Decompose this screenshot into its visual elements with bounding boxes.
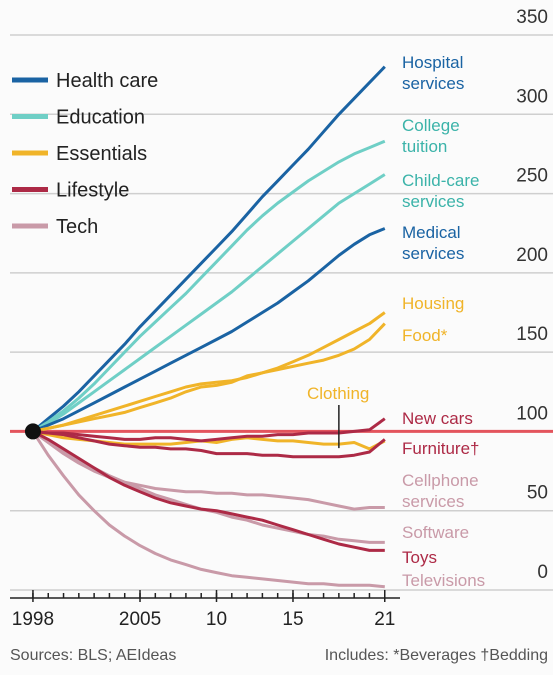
series-line <box>32 430 385 511</box>
y-tick-label: 250 <box>516 166 548 187</box>
source: Sources: BLS; AEIdeas <box>10 647 176 664</box>
series-label: Child-care services <box>402 171 480 211</box>
series-line <box>32 139 386 433</box>
series-label: Housing <box>402 294 465 313</box>
note: Includes: *Beverages †Bedding <box>325 647 548 664</box>
series-label: Toys <box>402 548 437 567</box>
legend-label: Health care <box>56 70 158 92</box>
series-label: Televisions <box>402 571 486 590</box>
series-line <box>32 173 386 433</box>
series-line <box>32 430 385 544</box>
series-line <box>32 429 386 459</box>
series-line <box>32 322 386 433</box>
series-label: Medical services <box>402 223 465 263</box>
y-tick-label: 100 <box>516 403 548 424</box>
series-label: New cars <box>402 409 473 428</box>
y-tick-label: 0 <box>537 562 548 583</box>
series-label: Software <box>402 523 470 542</box>
series-label: College tuition <box>402 116 460 156</box>
series-label: Hospital services <box>402 53 465 93</box>
x-tick-label: 15 <box>282 609 303 630</box>
x-tick-label: 10 <box>206 609 227 630</box>
series-label: Cellphone services <box>402 471 479 511</box>
x-tick-label: 2005 <box>119 609 161 630</box>
series-line <box>32 417 386 443</box>
legend-label: Education <box>56 107 145 129</box>
series-line <box>31 430 385 589</box>
y-tick-label: 300 <box>516 86 548 107</box>
series-label: Clothing <box>307 384 370 403</box>
y-tick-label: 200 <box>516 245 548 266</box>
series-line <box>31 65 386 433</box>
legend-label: Lifestyle <box>56 180 129 202</box>
y-tick-label: 350 <box>516 7 548 28</box>
x-tick-label: 21 <box>374 609 395 630</box>
series-line <box>32 311 386 433</box>
series-label: Food* <box>402 326 448 345</box>
series-label: Furniture† <box>402 439 480 458</box>
start-dot <box>24 423 41 440</box>
y-tick-label: 50 <box>527 483 548 504</box>
legend-label: Tech <box>56 216 98 238</box>
series-line <box>32 227 386 433</box>
series-line <box>32 430 385 552</box>
x-tick-label: 1998 <box>12 609 54 630</box>
legend-label: Essentials <box>56 143 147 165</box>
y-tick-label: 150 <box>516 324 548 345</box>
